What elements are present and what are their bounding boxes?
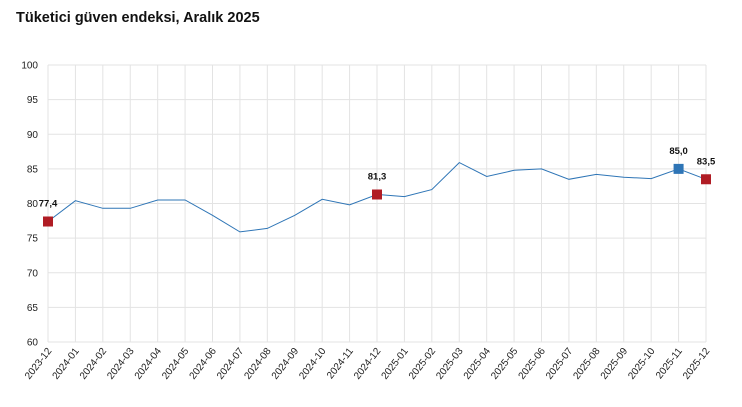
x-tick-label: 2024-11 (325, 346, 356, 381)
x-tick-label: 2025-03 (434, 346, 466, 382)
y-tick-label: 75 (27, 234, 39, 245)
x-tick-label: 2024-06 (188, 346, 220, 382)
chart-title: Tüketici güven endeksi, Aralık 2025 (16, 10, 260, 26)
data-label: 85,0 (669, 146, 688, 157)
y-tick-label: 70 (27, 268, 39, 279)
highlight-marker (673, 163, 684, 174)
x-tick-label: 2024-04 (133, 346, 165, 382)
x-tick-label: 2024-07 (215, 346, 247, 382)
x-tick-label: 2025-08 (571, 346, 603, 382)
x-tick-label: 2024-09 (270, 346, 302, 382)
x-tick-label: 2024-08 (242, 346, 274, 382)
x-tick-label: 2024-12 (352, 346, 384, 382)
data-label: 81,3 (368, 171, 387, 182)
x-tick-label: 2025-02 (407, 346, 439, 382)
x-tick-label: 2025-04 (462, 346, 494, 382)
data-label: 77,4 (39, 199, 58, 210)
x-tick-label: 2024-02 (78, 346, 110, 382)
grid-layer (47, 64, 707, 343)
x-tick-label: 2025-06 (517, 346, 549, 382)
x-tick-label: 2025-05 (489, 346, 521, 382)
x-tick-label: 2025-11 (654, 346, 685, 381)
highlight-marker (701, 174, 711, 185)
x-tick-label: 2025-07 (544, 346, 576, 382)
y-tick-label: 95 (27, 95, 39, 106)
x-tick-label: 2025-10 (626, 346, 658, 382)
data-label: 83,5 (697, 156, 716, 167)
y-tick-label: 80 (27, 199, 39, 210)
y-tick-label: 100 (21, 61, 38, 72)
y-tick-label: 85 (27, 164, 39, 175)
y-tick-label: 90 (27, 130, 39, 141)
x-tick-label: 2024-05 (160, 346, 192, 382)
x-tick-label: 2024-03 (105, 346, 137, 382)
y-tick-label: 60 (27, 338, 39, 349)
x-tick-label: 2024-10 (297, 346, 329, 382)
x-tick-label: 2024-01 (51, 346, 83, 382)
axis-layer: 60 65 70 75 80 85 90 95 100 2023-122024-012024-02… (21, 61, 712, 382)
y-tick-label: 65 (27, 303, 39, 314)
highlight-marker (43, 216, 53, 227)
marker-layer: 77,4 81,3 85,0 83,5 (39, 146, 716, 227)
x-tick-label: 2025-09 (599, 346, 631, 382)
highlight-marker (372, 189, 382, 200)
x-tick-label: 2025-12 (681, 346, 713, 382)
x-tick-label: 2025-01 (380, 346, 412, 382)
x-tick-label: 2023-12 (23, 346, 55, 382)
